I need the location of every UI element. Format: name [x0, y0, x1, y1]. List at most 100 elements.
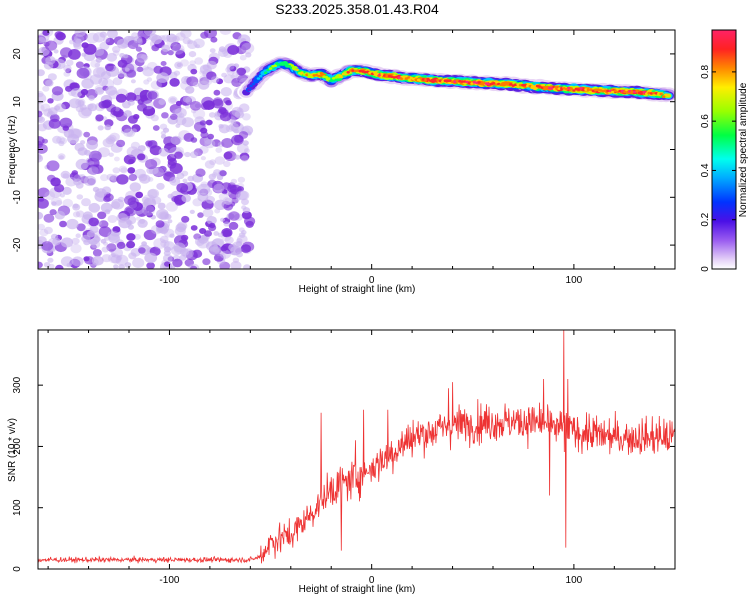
noise-blob: [229, 65, 237, 72]
noise-blob: [230, 178, 238, 185]
ridge-mark: [606, 89, 610, 93]
noise-blob: [137, 145, 146, 152]
noise-blob: [220, 217, 225, 222]
y-tick-label: 10: [12, 96, 23, 108]
noise-blob: [81, 42, 89, 49]
noise-blob: [201, 96, 214, 108]
ridge-mark: [448, 79, 452, 82]
noise-blob: [100, 174, 109, 182]
y-tick-label: -10: [12, 190, 23, 205]
ridge-mark: [659, 92, 663, 96]
ridge-mark: [460, 80, 464, 83]
noise-blob: [158, 99, 166, 105]
noise-blob: [49, 209, 57, 216]
noise-blob: [237, 108, 242, 113]
noise-blob: [167, 158, 177, 166]
ridge-mark: [540, 86, 544, 89]
noise-blob: [223, 221, 230, 227]
noise-blob: [209, 159, 217, 166]
noise-blob: [244, 148, 250, 154]
noise-blob: [195, 44, 200, 49]
ridge-mark: [315, 73, 319, 77]
noise-blob: [228, 221, 239, 230]
noise-blob: [62, 198, 74, 208]
ridge-mark: [613, 89, 617, 92]
noise-blob: [74, 143, 85, 152]
noise-blob: [188, 51, 197, 58]
noise-blob: [151, 34, 163, 45]
noise-blob: [89, 225, 99, 234]
noise-blob: [224, 198, 233, 205]
noise-blob: [210, 76, 220, 84]
noise-blob: [71, 237, 80, 245]
noise-blob: [189, 101, 202, 111]
noise-blob: [91, 255, 104, 266]
noise-blob: [195, 168, 206, 177]
noise-blob: [179, 113, 185, 118]
noise-blob: [116, 174, 129, 185]
noise-blob: [106, 30, 118, 39]
noise-blob: [94, 62, 101, 68]
noise-blob: [167, 193, 174, 199]
noise-blob: [158, 147, 169, 157]
noise-blob: [75, 158, 89, 170]
noise-blob: [167, 219, 173, 224]
noise-blob: [132, 257, 145, 268]
noise-blob: [218, 48, 229, 57]
noise-blob: [83, 175, 97, 187]
noise-blob: [241, 42, 255, 54]
noise-blob: [112, 45, 121, 53]
ridge-mark: [557, 87, 561, 90]
noise-blob: [180, 30, 192, 39]
ridge-mark: [249, 84, 253, 88]
noise-blob: [121, 124, 132, 133]
noise-blob: [182, 248, 194, 259]
noise-blob: [65, 85, 73, 92]
ridge-mark: [465, 80, 469, 84]
ridge-mark: [251, 82, 256, 86]
noise-blob: [130, 141, 140, 150]
noise-blob: [142, 205, 155, 216]
noise-blob: [242, 140, 249, 146]
noise-blob: [147, 188, 160, 199]
noise-blob: [190, 225, 198, 231]
noise-blob: [208, 112, 216, 118]
noise-blob: [38, 154, 42, 160]
noise-blob: [98, 220, 109, 229]
noise-blob: [123, 110, 132, 117]
noise-blob: [194, 237, 205, 246]
ridge-mark: [509, 83, 513, 86]
ridge-mark: [662, 95, 666, 98]
noise-blob: [175, 50, 186, 59]
noise-blob: [209, 48, 216, 53]
noise-blob: [165, 201, 178, 212]
colorbar-tick-label: 0.4: [700, 163, 711, 177]
noise-blob: [123, 128, 134, 137]
noise-blob: [237, 186, 244, 192]
noise-blob: [235, 240, 243, 247]
noise-blob: [181, 215, 190, 223]
ridge-mark: [450, 80, 455, 83]
snr-ticks: -100 0 100 0 100 200 300: [12, 330, 675, 586]
colorbar-frame: [711, 29, 737, 270]
noise-blob: [187, 40, 198, 49]
ridge-mark: [368, 71, 372, 75]
noise-blob: [55, 103, 66, 113]
noise-blob: [166, 33, 177, 43]
noise-blob: [104, 124, 112, 131]
noise-blob: [52, 238, 61, 246]
noise-blob: [38, 110, 43, 118]
noise-blob: [159, 235, 169, 244]
noise-blob: [99, 31, 108, 38]
noise-blob: [214, 208, 221, 214]
colorbar-tick-label: 0.6: [700, 114, 711, 128]
ridge-mark: [319, 71, 324, 75]
noise-blob: [87, 103, 98, 112]
noise-blob: [117, 71, 125, 78]
noise-blob: [78, 107, 92, 119]
noise-blob: [94, 84, 105, 93]
noise-blob: [38, 136, 45, 146]
noise-blob: [245, 52, 252, 58]
noise-blob: [202, 208, 214, 218]
